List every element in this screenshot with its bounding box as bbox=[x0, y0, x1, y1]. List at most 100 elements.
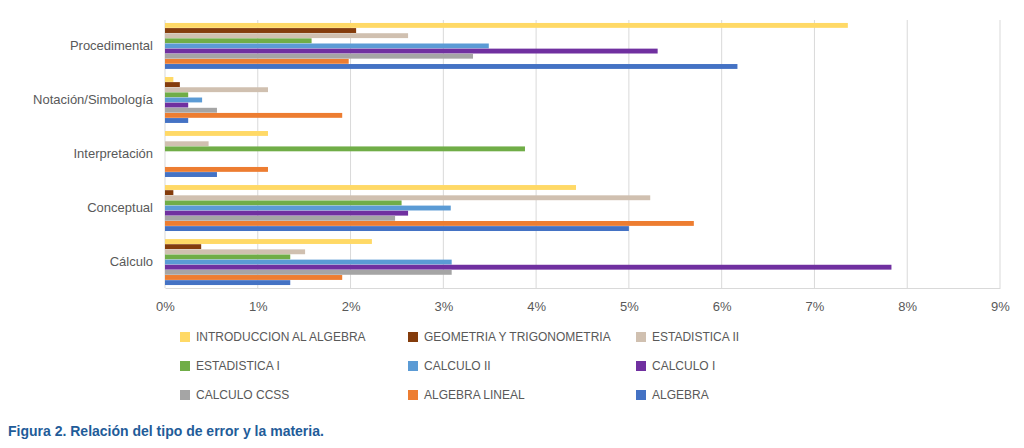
grid-line bbox=[907, 20, 908, 288]
legend-label: ESTADISTICA I bbox=[196, 359, 280, 373]
axis-line bbox=[166, 288, 1001, 289]
chart: 0%1%2%3%4%5%6%7%8%9%ProcedimentalNotació… bbox=[0, 0, 1024, 448]
legend-swatch bbox=[636, 332, 646, 342]
tick: 4% bbox=[527, 288, 546, 314]
legend-label: GEOMETRIA Y TRIGONOMETRIA bbox=[424, 330, 611, 344]
bar bbox=[165, 221, 694, 226]
tick: 7% bbox=[806, 288, 825, 314]
bar bbox=[165, 244, 201, 249]
bar bbox=[165, 206, 451, 211]
legend-label: CALCULO II bbox=[424, 359, 491, 373]
bar bbox=[165, 152, 166, 157]
legend-swatch bbox=[180, 390, 190, 400]
bar bbox=[165, 108, 217, 113]
tick: 6% bbox=[713, 288, 732, 314]
tick: Cálculo bbox=[110, 254, 165, 269]
category-label: Conceptual bbox=[87, 200, 153, 215]
grid-line bbox=[443, 20, 444, 288]
bar bbox=[165, 54, 473, 59]
grid-line bbox=[1000, 20, 1001, 288]
legend-item: ESTADISTICA I bbox=[180, 359, 280, 373]
tick-label: 4% bbox=[527, 299, 546, 314]
legend-label: INTRODUCCION AL ALGEBRA bbox=[196, 330, 366, 344]
bar bbox=[165, 162, 166, 167]
bar bbox=[165, 92, 188, 97]
bar bbox=[165, 49, 658, 54]
legend: INTRODUCCION AL ALGEBRA GEOMETRIA Y TRIGO… bbox=[180, 330, 739, 402]
bar bbox=[165, 23, 848, 28]
tick: Interpretación bbox=[74, 146, 166, 161]
legend-label: CALCULO I bbox=[652, 359, 715, 373]
legend-item: CALCULO II bbox=[408, 359, 491, 373]
legend-swatch bbox=[180, 332, 190, 342]
bar bbox=[165, 172, 217, 177]
y-axis: Procedimental Notación/Simbología Interpre… bbox=[33, 38, 165, 269]
legend-label: ALGEBRA bbox=[652, 388, 709, 402]
bar bbox=[165, 146, 525, 151]
bar bbox=[165, 64, 737, 69]
bar bbox=[165, 103, 188, 108]
bar bbox=[165, 226, 629, 231]
tick: Procedimental bbox=[70, 38, 165, 53]
tick-label: 8% bbox=[898, 299, 917, 314]
bar bbox=[165, 157, 166, 162]
tick-label: 5% bbox=[620, 299, 639, 314]
bar bbox=[165, 38, 312, 43]
legend-swatch bbox=[408, 361, 418, 371]
bar bbox=[165, 82, 180, 87]
tick-label: 3% bbox=[434, 299, 453, 314]
tick: 8% bbox=[898, 288, 917, 314]
bar bbox=[165, 195, 650, 200]
category-label: Procedimental bbox=[70, 38, 153, 53]
bar bbox=[165, 254, 290, 259]
legend-label: CALCULO CCSS bbox=[196, 388, 289, 402]
bar bbox=[165, 260, 452, 265]
tick-label: 6% bbox=[713, 299, 732, 314]
bar bbox=[165, 136, 166, 141]
tick: 5% bbox=[620, 288, 639, 314]
bar bbox=[165, 98, 202, 103]
grid bbox=[165, 20, 1000, 288]
legend-item: GEOMETRIA Y TRIGONOMETRIA bbox=[408, 330, 611, 344]
grid-line bbox=[536, 20, 537, 288]
bar bbox=[165, 275, 342, 280]
bar bbox=[165, 28, 356, 33]
bar bbox=[165, 59, 349, 64]
tick: Conceptual bbox=[87, 200, 165, 215]
legend-swatch bbox=[408, 332, 418, 342]
bar bbox=[165, 167, 268, 172]
legend-label: ALGEBRA LINEAL bbox=[424, 388, 525, 402]
category-label: Interpretación bbox=[74, 146, 154, 161]
bar bbox=[165, 249, 305, 254]
legend-item: ALGEBRA LINEAL bbox=[408, 388, 525, 402]
tick: Notación/Simbología bbox=[33, 92, 165, 107]
grid-line bbox=[628, 20, 629, 288]
legend-swatch bbox=[636, 390, 646, 400]
legend-swatch bbox=[408, 390, 418, 400]
bar bbox=[165, 33, 408, 38]
tick-label: 7% bbox=[806, 299, 825, 314]
tick: 9% bbox=[991, 288, 1010, 314]
grid-line bbox=[721, 20, 722, 288]
grid-line bbox=[350, 20, 351, 288]
caption: Figura 2. Relación del tipo de error y l… bbox=[8, 423, 324, 439]
legend-item: CALCULO CCSS bbox=[180, 388, 289, 402]
bar bbox=[165, 211, 408, 216]
legend-item: ESTADISTICA II bbox=[636, 330, 739, 344]
legend-label: ESTADISTICA II bbox=[652, 330, 739, 344]
category-label: Notación/Simbología bbox=[33, 92, 154, 107]
tick: 3% bbox=[434, 288, 453, 314]
bar bbox=[165, 270, 452, 275]
bar bbox=[165, 113, 342, 118]
bar bbox=[165, 265, 891, 270]
legend-swatch bbox=[636, 361, 646, 371]
bar bbox=[165, 200, 402, 205]
tick: 2% bbox=[342, 288, 361, 314]
bar bbox=[165, 131, 268, 136]
tick-label: 9% bbox=[991, 299, 1010, 314]
tick-label: 0% bbox=[156, 299, 175, 314]
bar bbox=[165, 185, 576, 190]
legend-item: INTRODUCCION AL ALGEBRA bbox=[180, 330, 366, 344]
bars bbox=[165, 23, 891, 285]
bar bbox=[165, 87, 268, 92]
